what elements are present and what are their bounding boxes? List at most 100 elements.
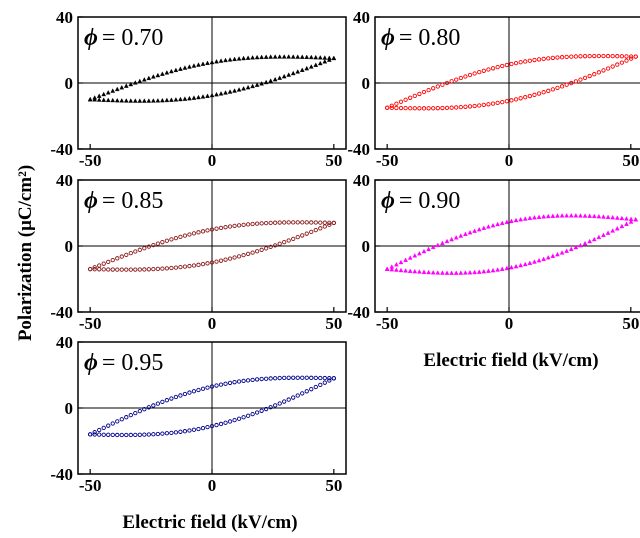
data-point xyxy=(191,427,197,432)
data-point xyxy=(259,247,264,252)
x-tick-label: -50 xyxy=(79,314,102,333)
data-point xyxy=(182,391,188,397)
data-point xyxy=(408,106,413,111)
data-point xyxy=(541,256,546,261)
data-point xyxy=(119,432,124,438)
data-point xyxy=(490,66,496,71)
data-point xyxy=(550,55,556,61)
data-point xyxy=(106,432,111,437)
data-point xyxy=(295,54,301,59)
data-point xyxy=(398,105,404,111)
y-axis-title: Polarization (μC/cm²) xyxy=(15,165,36,341)
data-point xyxy=(124,415,129,420)
data-point xyxy=(290,70,296,76)
y-tick-label: 0 xyxy=(362,74,371,93)
data-point xyxy=(286,375,291,380)
data-point xyxy=(87,96,93,102)
data-point xyxy=(142,432,147,437)
data-point xyxy=(128,267,133,272)
data-point xyxy=(196,262,201,267)
data-point xyxy=(200,425,206,431)
x-tick-label: 50 xyxy=(622,151,639,170)
data-point xyxy=(123,98,129,103)
phi-label: ϕ = 0.80 xyxy=(381,25,460,51)
data-point xyxy=(453,235,459,240)
data-point xyxy=(101,267,106,272)
data-point xyxy=(245,55,251,60)
data-point xyxy=(110,97,116,103)
data-point xyxy=(169,97,174,102)
data-point xyxy=(495,267,500,272)
data-point xyxy=(173,394,179,400)
data-point xyxy=(191,263,197,268)
data-point xyxy=(568,213,574,218)
data-point xyxy=(596,234,602,240)
data-point xyxy=(236,379,242,384)
data-point xyxy=(509,98,514,103)
data-point xyxy=(326,55,332,60)
data-point xyxy=(178,429,183,434)
data-point xyxy=(309,229,314,235)
data-point xyxy=(236,56,242,61)
data-point xyxy=(132,98,138,103)
data-point xyxy=(114,86,120,92)
data-point xyxy=(164,97,170,103)
data-point xyxy=(272,76,278,82)
data-point xyxy=(331,55,337,61)
data-point xyxy=(241,378,246,384)
data-point xyxy=(295,220,300,225)
data-point xyxy=(398,267,404,273)
data-point xyxy=(115,256,120,261)
data-point xyxy=(463,270,468,275)
data-point xyxy=(472,228,477,233)
data-point xyxy=(106,259,111,265)
data-point xyxy=(564,54,569,60)
data-point xyxy=(458,75,463,81)
data-point xyxy=(522,261,528,267)
data-point xyxy=(132,80,138,85)
data-point xyxy=(241,86,246,91)
data-point xyxy=(196,426,201,432)
data-point xyxy=(582,54,588,59)
data-point xyxy=(160,399,165,405)
data-point xyxy=(155,401,161,406)
data-point xyxy=(196,230,201,235)
data-point xyxy=(241,415,246,420)
data-point xyxy=(527,93,532,99)
data-point xyxy=(322,55,328,60)
data-point xyxy=(223,90,228,95)
data-point xyxy=(115,419,120,424)
data-point xyxy=(227,57,233,62)
data-point xyxy=(173,67,179,73)
phi-value: = 0.70 xyxy=(102,25,164,51)
x-tick-label: 50 xyxy=(622,314,639,333)
data-point xyxy=(309,387,314,392)
data-point xyxy=(277,220,282,225)
data-point xyxy=(295,234,300,240)
data-point xyxy=(477,69,482,75)
data-point xyxy=(527,260,533,265)
data-point xyxy=(596,213,602,219)
data-point xyxy=(431,106,436,111)
data-point xyxy=(394,261,399,267)
data-point xyxy=(268,78,273,83)
data-point xyxy=(417,106,422,111)
data-point xyxy=(322,375,327,381)
data-point xyxy=(155,72,161,78)
data-point xyxy=(304,231,309,236)
data-point xyxy=(317,55,323,60)
data-point xyxy=(214,59,219,64)
data-point xyxy=(268,244,273,250)
data-point xyxy=(628,56,634,61)
data-point xyxy=(160,240,165,245)
data-point xyxy=(178,264,183,270)
x-tick-label: -50 xyxy=(79,476,102,495)
x-tick-label: 0 xyxy=(208,314,217,333)
data-point xyxy=(601,214,606,219)
data-point xyxy=(587,73,592,79)
data-point xyxy=(200,229,206,234)
data-point xyxy=(214,259,219,264)
data-point xyxy=(454,77,459,82)
data-point xyxy=(123,83,129,88)
